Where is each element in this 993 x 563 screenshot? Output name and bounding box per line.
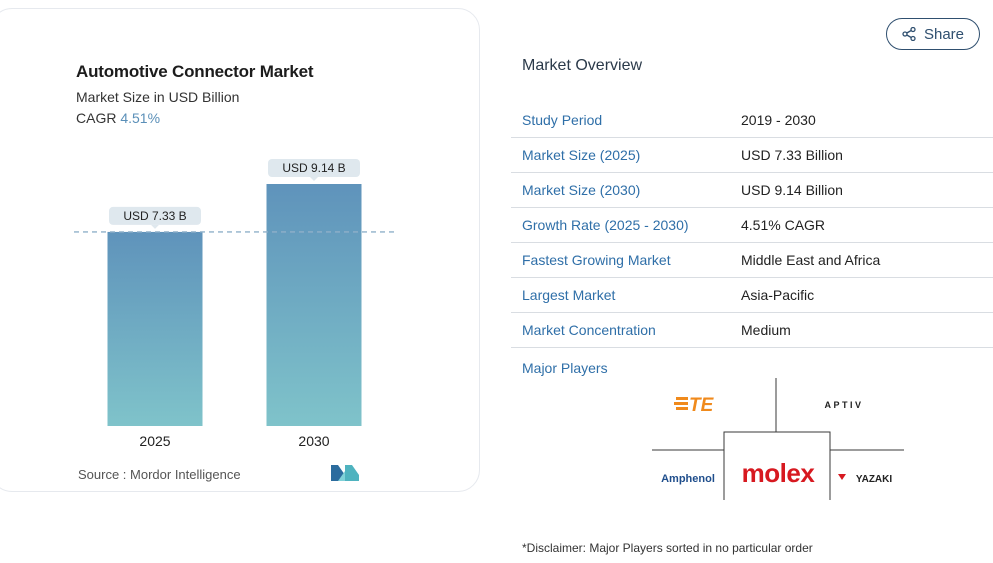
chart-title: Automotive Connector Market: [76, 62, 314, 81]
row-value: Asia-Pacific: [741, 287, 815, 303]
row-value: USD 7.33 Billion: [741, 147, 843, 163]
row-key[interactable]: Market Size (2030): [522, 182, 641, 198]
table-row: Largest Market Asia-Pacific: [511, 278, 993, 313]
table-row: Market Concentration Medium: [511, 313, 993, 348]
share-button[interactable]: Share: [886, 18, 980, 50]
row-value: Medium: [741, 322, 791, 338]
chart-source: Source : Mordor Intelligence: [78, 467, 241, 482]
row-value: USD 9.14 Billion: [741, 182, 843, 198]
table-row: Study Period 2019 - 2030: [511, 103, 993, 138]
molex-logo: molex: [742, 458, 816, 488]
x-tick-label: 2030: [298, 433, 329, 449]
bar-chart: USD 7.33 B 2025 USD 9.14 B 2030: [74, 159, 396, 449]
cagr-label: CAGR: [76, 110, 117, 126]
row-value: Middle East and Africa: [741, 252, 881, 268]
row-key[interactable]: Market Size (2025): [522, 147, 641, 163]
te-logo-text: TE: [689, 395, 715, 416]
data-label-pointer: [310, 177, 318, 181]
share-label: Share: [923, 25, 965, 43]
table-row: Market Size (2030) USD 9.14 Billion: [511, 173, 993, 208]
te-connectivity-logo: TE: [674, 395, 715, 416]
amphenol-logo: Amphenol: [661, 473, 715, 485]
data-label: USD 7.33 B: [123, 209, 186, 223]
major-players-logos: TE APTIV Amphenol molex YAZAKI: [652, 378, 904, 500]
chart-subtitle: Market Size in USD Billion: [76, 89, 240, 105]
market-overview-title: Market Overview: [522, 57, 643, 74]
aptiv-logo: APTIV: [824, 400, 863, 410]
yazaki-logo: YAZAKI: [838, 474, 892, 485]
cagr-value: 4.51%: [120, 110, 161, 126]
row-key[interactable]: Fastest Growing Market: [522, 252, 671, 268]
data-label-background: [268, 159, 360, 177]
table-row: Market Size (2025) USD 7.33 Billion: [511, 138, 993, 173]
row-key[interactable]: Market Concentration: [522, 322, 656, 338]
share-icon: [902, 27, 916, 41]
chart-cagr: CAGR 4.51%: [76, 110, 160, 126]
major-players-label[interactable]: Major Players: [522, 360, 608, 376]
market-overview-table: Study Period 2019 - 2030 Market Size (20…: [511, 103, 993, 348]
row-key[interactable]: Largest Market: [522, 287, 616, 303]
bar-2030: [266, 184, 362, 426]
chart-card: [0, 8, 480, 492]
yazaki-logo-text: YAZAKI: [856, 474, 893, 485]
row-value: 2019 - 2030: [741, 112, 816, 128]
row-value: 4.51% CAGR: [741, 217, 826, 233]
disclaimer-text: *Disclaimer: Major Players sorted in no …: [522, 541, 813, 555]
data-label: USD 9.14 B: [282, 161, 345, 175]
data-label-pointer: [151, 224, 159, 229]
mordor-intelligence-logo: [331, 465, 359, 481]
data-label-background: [109, 206, 201, 225]
row-key[interactable]: Study Period: [522, 112, 603, 128]
x-tick-label: 2025: [139, 433, 170, 449]
row-key[interactable]: Growth Rate (2025 - 2030): [522, 217, 689, 233]
table-row: Growth Rate (2025 - 2030) 4.51% CAGR: [511, 208, 993, 243]
bar-2025: [107, 231, 203, 426]
table-row: Fastest Growing Market Middle East and A…: [511, 243, 993, 278]
